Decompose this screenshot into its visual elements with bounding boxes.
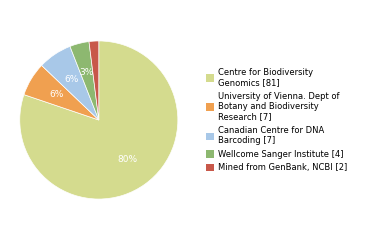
- Wedge shape: [89, 41, 99, 120]
- Wedge shape: [42, 46, 99, 120]
- Text: 3%: 3%: [79, 68, 94, 77]
- Text: 6%: 6%: [50, 90, 64, 99]
- Wedge shape: [70, 42, 99, 120]
- Wedge shape: [20, 41, 178, 199]
- Text: 6%: 6%: [64, 75, 79, 84]
- Wedge shape: [24, 66, 99, 120]
- Legend: Centre for Biodiversity
Genomics [81], University of Vienna. Dept of
Botany and : Centre for Biodiversity Genomics [81], U…: [206, 67, 347, 173]
- Text: 80%: 80%: [117, 155, 138, 164]
